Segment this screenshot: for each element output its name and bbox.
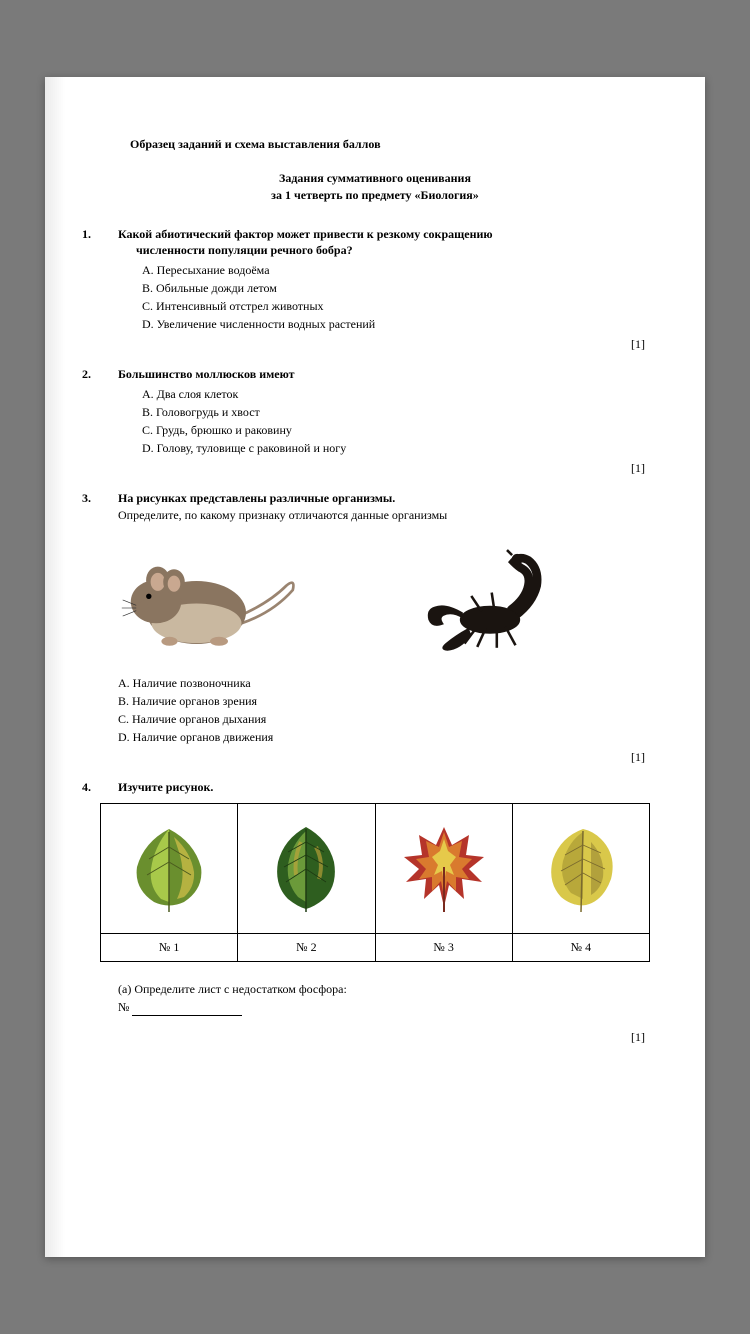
q3-text: На рисунках представлены различные орган… <box>118 491 395 505</box>
leaf-cell-2 <box>238 804 375 934</box>
question-4: 4.Изучите рисунок. <box>100 779 650 1046</box>
q2-option-a: A. Два слоя клеток <box>142 385 650 403</box>
q3-subtext: Определите, по какому признаку отличаютс… <box>118 507 650 524</box>
q3-option-a: A. Наличие позвоночника <box>118 674 650 692</box>
page-header-title: Образец заданий и схема выставления балл… <box>100 137 650 152</box>
q1-text-l2: численности популяции речного бобра? <box>136 243 353 257</box>
q2-option-b: B. Головогрудь и хвост <box>142 403 650 421</box>
q1-option-c: C. Интенсивный отстрел животных <box>142 297 650 315</box>
leaf-table: № 1 № 2 № 3 № 4 <box>100 803 650 962</box>
q4-score: [1] <box>100 1030 650 1045</box>
leaf-label-3: № 3 <box>375 934 512 962</box>
q3-images-row <box>120 539 650 659</box>
subheader-line2: за 1 четверть по предмету «Биология» <box>271 188 479 202</box>
leaf-label-1: № 1 <box>101 934 238 962</box>
document-page: Образец заданий и схема выставления балл… <box>45 77 705 1257</box>
q2-options: A. Два слоя клеток B. Головогрудь и хвос… <box>142 385 650 457</box>
q3-option-c: C. Наличие органов дыхания <box>118 710 650 728</box>
leaf-cell-4 <box>512 804 649 934</box>
question-1: 1.Какой абиотический фактор может привес… <box>100 226 650 353</box>
q2-score: [1] <box>100 461 650 476</box>
q2-prompt: 2.Большинство моллюсков имеют <box>100 366 650 383</box>
q1-option-b: B. Обильные дожди летом <box>142 279 650 297</box>
question-2: 2.Большинство моллюсков имеют A. Два сло… <box>100 366 650 476</box>
q1-number: 1. <box>100 226 118 243</box>
q3-option-b: B. Наличие органов зрения <box>118 692 650 710</box>
q2-option-d: D. Голову, туловище с раковиной и ногу <box>142 439 650 457</box>
q2-option-c: C. Грудь, брюшко и раковину <box>142 421 650 439</box>
q1-text-l1: Какой абиотический фактор может привести… <box>118 227 493 241</box>
q4-subq-text: (a) Определите лист с недостатком фосфор… <box>118 982 347 996</box>
q4-text: Изучите рисунок. <box>118 780 213 794</box>
leaf-cell-3 <box>375 804 512 934</box>
page-subheader: Задания суммативного оценивания за 1 чет… <box>100 170 650 204</box>
q3-prompt: 3.На рисунках представлены различные орг… <box>100 490 650 507</box>
q4-subquestion: (a) Определите лист с недостатком фосфор… <box>118 980 650 1016</box>
q4-subq-prefix: № <box>118 1000 129 1014</box>
q1-score: [1] <box>100 337 650 352</box>
question-3: 3.На рисунках представлены различные орг… <box>100 490 650 765</box>
q3-options: A. Наличие позвоночника B. Наличие орган… <box>118 674 650 746</box>
leaf-label-4: № 4 <box>512 934 649 962</box>
q1-options: A. Пересыхание водоёма B. Обильные дожди… <box>142 261 650 333</box>
subheader-line1: Задания суммативного оценивания <box>279 171 471 185</box>
leaf-cell-1 <box>101 804 238 934</box>
q4-prompt: 4.Изучите рисунок. <box>100 779 650 796</box>
q3-number: 3. <box>100 490 118 507</box>
q2-text: Большинство моллюсков имеют <box>118 367 295 381</box>
q1-option-d: D. Увеличение численности водных растени… <box>142 315 650 333</box>
scorpion-illustration <box>400 539 580 659</box>
q1-option-a: A. Пересыхание водоёма <box>142 261 650 279</box>
q1-prompt: 1.Какой абиотический фактор может привес… <box>100 226 650 260</box>
leaf-label-row: № 1 № 2 № 3 № 4 <box>101 934 650 962</box>
answer-blank <box>132 1015 242 1016</box>
q4-number: 4. <box>100 779 118 796</box>
q3-score: [1] <box>100 750 650 765</box>
q3-option-d: D. Наличие органов движения <box>118 728 650 746</box>
leaf-image-row <box>101 804 650 934</box>
mouse-illustration <box>120 539 300 659</box>
leaf-label-2: № 2 <box>238 934 375 962</box>
page-shadow <box>45 77 65 1257</box>
q2-number: 2. <box>100 366 118 383</box>
